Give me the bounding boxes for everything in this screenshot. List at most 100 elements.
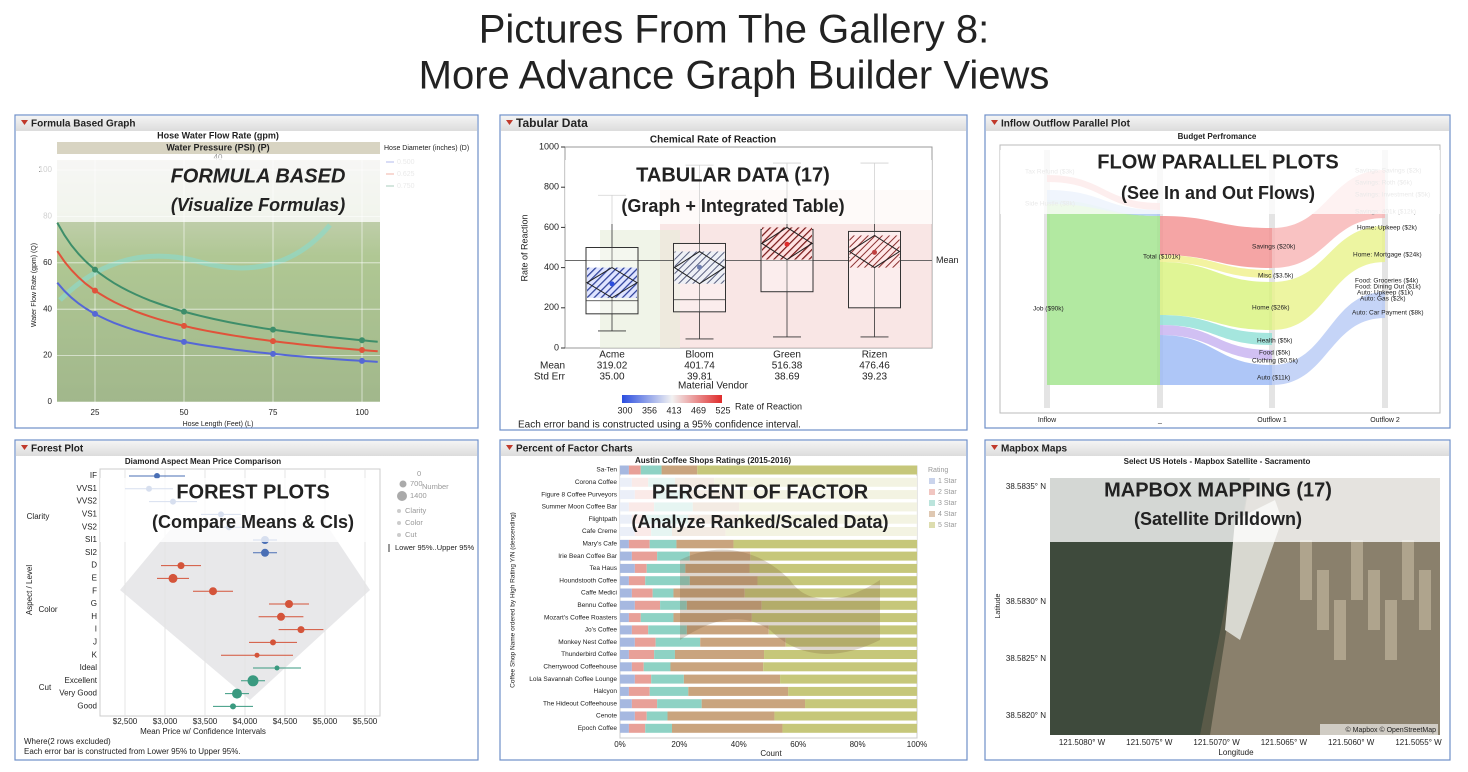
y-tick-label: 40 (43, 304, 52, 313)
bar-segment (620, 539, 629, 549)
legend-swatch (929, 500, 935, 506)
mean-dot (697, 264, 702, 270)
y-tick-label: Mozart's Coffee Roasters (544, 614, 618, 621)
curve-point (359, 347, 365, 354)
mean-point (297, 626, 305, 634)
bar-segment (661, 465, 698, 475)
mean-dot (609, 281, 615, 287)
bar-segment (628, 539, 650, 549)
table-cell: 39.81 (687, 372, 712, 383)
bar-segment (620, 588, 632, 598)
bar-segment (634, 674, 652, 684)
overlay-subtitle: (Visualize Formulas) (171, 195, 345, 215)
y-tick-label: 60 (43, 258, 52, 267)
bar-segment (751, 613, 917, 623)
y-tick-label: The Hideout Coffeehouse (543, 700, 617, 707)
bar-segment (631, 699, 658, 709)
y-tick-label: Lola Savannah Coffee Lounge (529, 676, 617, 683)
flow-label: Clothing ($0.5k) (1252, 358, 1298, 365)
x-tick-label: 121.5055° W (1395, 738, 1442, 747)
overlay-subtitle: (See In and Out Flows) (1121, 183, 1315, 203)
ci-diamond (761, 226, 813, 261)
disclosure-icon (21, 445, 28, 450)
legend-label: Color (405, 518, 423, 527)
bar-segment (640, 465, 662, 475)
y-tick-label: Cafe Creme (582, 528, 617, 535)
ci-diamond (848, 234, 901, 269)
bar-segment (689, 551, 751, 561)
attribution: © Mapbox © OpenStreetMap (1346, 726, 1437, 734)
flow-label: Auto: Gas ($2k) (1360, 296, 1406, 303)
x-tick-label: 60% (790, 740, 806, 749)
flow-band (1160, 315, 1272, 345)
panel-header (986, 116, 1449, 131)
legend-size (397, 491, 407, 501)
mean-point (230, 703, 236, 710)
axis-title: Count (760, 749, 782, 758)
y-tick-label: Monkey Nest Coffee (558, 639, 617, 646)
bar-segment (788, 686, 917, 696)
curve (56, 222, 378, 343)
bar-segment (646, 563, 686, 573)
axis-title: Mean Price w/ Confidence Intervals (140, 727, 266, 736)
flow-band (1160, 255, 1272, 278)
bar-segment (648, 625, 687, 635)
mean-label: Mean (936, 255, 959, 265)
y-tick-label: 38.5835° N (1006, 482, 1046, 491)
y-tick-label: Corona Coffee (575, 479, 618, 486)
group-value: 40 (214, 153, 223, 162)
bar-segment (652, 588, 674, 598)
x-tick-label: 121.5065° W (1261, 738, 1308, 747)
y-tick-label: VS2 (82, 522, 98, 531)
axis-title: Longitude (1218, 748, 1254, 757)
bar-segment (667, 711, 775, 721)
y-tick-label: F (92, 586, 97, 595)
bar-segment (620, 551, 632, 561)
y-tick-label: G (91, 599, 97, 608)
building (1351, 540, 1363, 600)
curve-point (359, 337, 365, 344)
y-tick-label: 1000 (539, 141, 559, 151)
y-tick-label: Cenote (596, 713, 617, 720)
x-tick-label: $3,000 (153, 717, 178, 726)
table-cell: 401.74 (684, 361, 715, 372)
scale-label: 525 (715, 405, 730, 415)
bar-segment (620, 637, 635, 647)
footnote: Each error band is constructed using a 9… (518, 420, 801, 431)
x-tick-label: $4,500 (273, 717, 298, 726)
x-tick-label: 0% (614, 740, 626, 749)
bar-segment (634, 563, 647, 573)
bar-segment (649, 686, 689, 696)
bar-segment (676, 539, 734, 549)
y-tick-label: Very Good (59, 689, 97, 698)
y-tick-label: 38.5820° N (1006, 711, 1046, 720)
panel-header-title: Percent of Factor Charts (516, 444, 633, 455)
bar-segment (761, 600, 917, 610)
axis-title: Coffee Shop Name ordered by High Rating … (510, 512, 517, 688)
y-tick-label: Mary's Cafe (583, 541, 618, 548)
bar-segment (628, 613, 641, 623)
curve-point (270, 338, 276, 345)
y-tick-label: Cherrywood Coffeehouse (543, 664, 617, 671)
disclosure-icon (506, 120, 513, 125)
chart-title: Chemical Rate of Reaction (650, 135, 776, 146)
bar-segment (655, 637, 701, 647)
y-tick-label: Summer Moon Coffee Bar (542, 504, 618, 511)
y-tick-label: VVS2 (77, 497, 98, 506)
axis-label: Outflow 2 (1370, 417, 1400, 424)
bar-segment (654, 650, 675, 659)
overlay-band (1050, 478, 1440, 542)
bar-segment (634, 600, 661, 610)
building (1419, 570, 1431, 630)
axis-title: Aspect / Level (25, 565, 34, 615)
legend-label: 4 Star (938, 511, 957, 518)
y-tick-label: 200 (544, 302, 559, 312)
bar-segment (673, 588, 745, 598)
flow-band (1160, 335, 1272, 385)
bar-segment (620, 686, 629, 696)
overlay-title: TABULAR DATA (17) (636, 164, 830, 186)
row-label: Mean (540, 361, 565, 372)
x-tick-label: $5,000 (313, 717, 338, 726)
legend-label: Cut (405, 530, 418, 539)
